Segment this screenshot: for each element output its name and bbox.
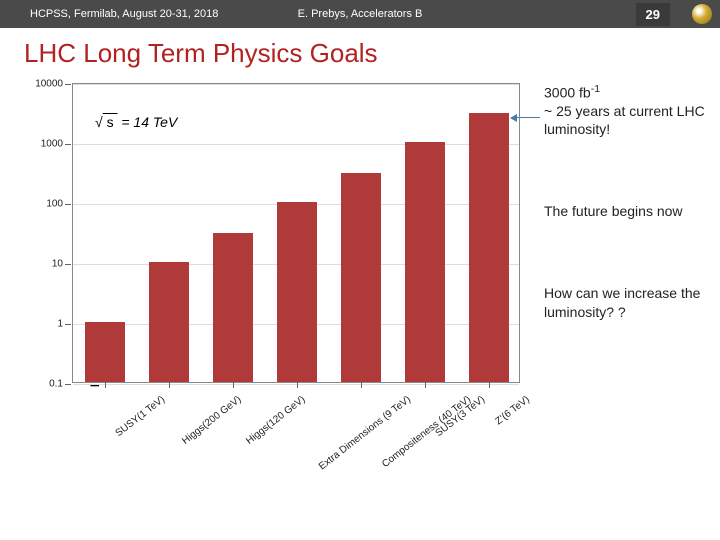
arrow-icon — [512, 117, 540, 118]
x-tick — [489, 382, 490, 388]
y-tick-label: 1000 — [41, 139, 63, 150]
x-tick — [233, 382, 234, 388]
slide-title: LHC Long Term Physics Goals — [0, 28, 720, 75]
y-tick-label: 10 — [52, 259, 63, 270]
gridline — [73, 384, 519, 385]
y-tick — [65, 264, 71, 265]
bar — [469, 113, 509, 382]
annotation-luminosity: 3000 fb-1~ 25 years at current LHC lumin… — [544, 83, 710, 138]
x-tick — [169, 382, 170, 388]
bar — [149, 262, 189, 382]
gridline — [73, 144, 519, 145]
bar — [405, 142, 445, 382]
seal-icon — [692, 4, 712, 24]
y-tick-label: 10000 — [35, 79, 63, 90]
bar — [85, 322, 125, 382]
bar — [277, 202, 317, 382]
header-left: HCPSS, Fermilab, August 20-31, 2018 — [30, 8, 218, 20]
equation-label: √ s = 14 TeV — [95, 114, 177, 130]
y-tick — [65, 384, 71, 385]
chart-container: Integrated Luminosity (fb⁻¹) 0.111010010… — [0, 75, 540, 540]
x-tick-label: Higgs(200 GeV) — [180, 394, 243, 447]
gridline — [73, 84, 519, 85]
page-number: 29 — [636, 3, 670, 26]
x-tick-label: SUSY(1 TeV) — [114, 394, 167, 439]
annotation-question: How can we increase the luminosity? ? — [544, 284, 710, 320]
bar — [341, 173, 381, 382]
y-tick — [65, 144, 71, 145]
annotation-future: The future begins now — [544, 202, 710, 220]
bar — [213, 233, 253, 382]
x-tick-label: Higgs(120 GeV) — [244, 394, 307, 447]
y-tick-label: 0.1 — [49, 379, 63, 390]
x-tick — [361, 382, 362, 388]
slide-header: HCPSS, Fermilab, August 20-31, 2018 E. P… — [0, 0, 720, 28]
x-tick — [297, 382, 298, 388]
x-tick — [105, 382, 106, 388]
y-tick — [65, 204, 71, 205]
x-tick-label: Z'(6 TeV) — [493, 394, 531, 427]
content-row: Integrated Luminosity (fb⁻¹) 0.111010010… — [0, 75, 720, 540]
y-tick-label: 1 — [57, 319, 63, 330]
y-tick — [65, 84, 71, 85]
header-center: E. Prebys, Accelerators B — [298, 8, 423, 20]
annotations: 3000 fb-1~ 25 years at current LHC lumin… — [540, 75, 720, 540]
y-tick-label: 100 — [46, 199, 63, 210]
y-tick — [65, 324, 71, 325]
bar-chart: 0.1110100100010000SUSY(1 TeV)Higgs(200 G… — [72, 83, 520, 383]
x-tick — [425, 382, 426, 388]
